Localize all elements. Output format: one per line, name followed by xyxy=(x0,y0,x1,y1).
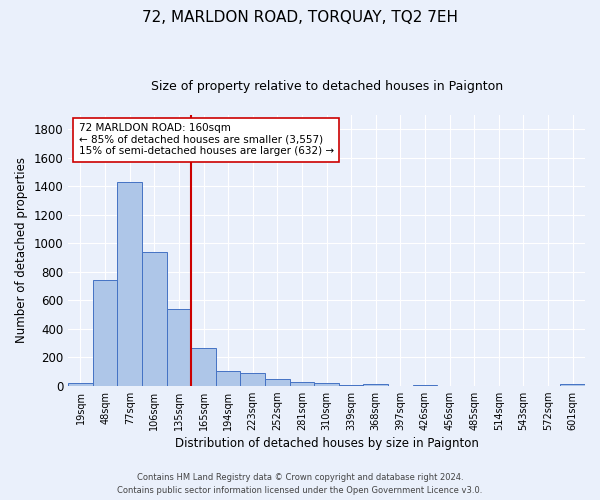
Bar xyxy=(339,385,364,386)
Bar xyxy=(93,280,118,386)
Bar xyxy=(290,382,314,386)
X-axis label: Distribution of detached houses by size in Paignton: Distribution of detached houses by size … xyxy=(175,437,479,450)
Title: Size of property relative to detached houses in Paignton: Size of property relative to detached ho… xyxy=(151,80,503,93)
Bar xyxy=(68,383,93,386)
Bar xyxy=(216,371,241,386)
Y-axis label: Number of detached properties: Number of detached properties xyxy=(15,158,28,344)
Text: 72, MARLDON ROAD, TORQUAY, TQ2 7EH: 72, MARLDON ROAD, TORQUAY, TQ2 7EH xyxy=(142,10,458,25)
Bar xyxy=(118,182,142,386)
Text: 72 MARLDON ROAD: 160sqm
← 85% of detached houses are smaller (3,557)
15% of semi: 72 MARLDON ROAD: 160sqm ← 85% of detache… xyxy=(79,123,334,156)
Text: Contains HM Land Registry data © Crown copyright and database right 2024.
Contai: Contains HM Land Registry data © Crown c… xyxy=(118,474,482,495)
Bar xyxy=(560,384,585,386)
Bar xyxy=(364,384,388,386)
Bar xyxy=(265,379,290,386)
Bar xyxy=(241,374,265,386)
Bar xyxy=(167,310,191,386)
Bar xyxy=(191,348,216,386)
Bar xyxy=(142,252,167,386)
Bar xyxy=(314,383,339,386)
